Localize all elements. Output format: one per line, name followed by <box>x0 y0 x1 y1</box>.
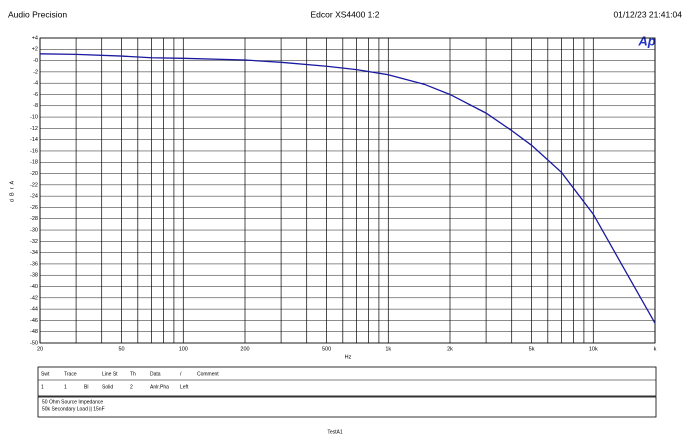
y-tick-label: -50 <box>30 340 38 346</box>
y-tick-label: -4 <box>33 81 38 87</box>
y-tick-label: -42 <box>30 295 38 301</box>
y-tick-label: -46 <box>30 318 38 324</box>
y-tick-label: +4 <box>32 35 38 41</box>
legend-cell: Solid <box>102 384 113 390</box>
y-tick-label: -12 <box>30 126 38 132</box>
x-axis-label: Hz <box>345 354 352 360</box>
y-tick-label: -0 <box>33 58 38 64</box>
y-tick-label: -10 <box>30 115 38 121</box>
y-tick-label: -28 <box>30 216 38 222</box>
legend-header: Data <box>150 371 161 377</box>
y-tick-label: -34 <box>30 250 38 256</box>
curve <box>39 53 656 324</box>
legend-box <box>37 366 657 397</box>
y-tick-label: -48 <box>30 329 38 335</box>
header-right: 01/12/23 21:41:04 <box>613 9 682 19</box>
y-tick-label: -32 <box>30 239 38 245</box>
y-tick-label: +2 <box>32 47 38 53</box>
note: 50k Secondary Load || 15nF <box>42 406 105 412</box>
notes-box <box>37 396 657 418</box>
x-tick-label: k <box>654 346 657 352</box>
legend-cell: Left <box>180 384 189 390</box>
legend-header: / <box>180 371 182 377</box>
x-tick-label: 500 <box>322 346 331 352</box>
x-tick-label: 20 <box>37 346 43 352</box>
legend-header: Trace <box>64 371 77 377</box>
legend-cell: Anlr.Pha <box>150 384 169 390</box>
legend-cell: 1 <box>64 384 67 390</box>
y-axis-label: dBrA <box>9 178 15 202</box>
footer: TestA1 <box>327 429 343 435</box>
header-left: Audio Precision <box>8 9 67 19</box>
legend-cell: 2 <box>130 384 133 390</box>
header-center: Edcor XS4400 1:2 <box>311 9 380 19</box>
x-tick-label: 100 <box>179 346 188 352</box>
legend-header: Comment <box>197 371 219 377</box>
y-tick-label: -8 <box>33 103 38 109</box>
x-tick-label: 5k <box>529 346 535 352</box>
y-tick-label: -18 <box>30 160 38 166</box>
x-tick-label: 10k <box>589 346 598 352</box>
y-tick-label: -16 <box>30 148 38 154</box>
logo: Ap <box>637 33 655 48</box>
x-tick-label: 1k <box>385 346 391 352</box>
legend-header: Swt <box>41 371 50 377</box>
y-tick-label: -36 <box>30 261 38 267</box>
y-tick-label: -6 <box>33 92 38 98</box>
legend-header: Th <box>130 371 136 377</box>
y-tick-label: -2 <box>33 69 38 75</box>
y-tick-label: -38 <box>30 273 38 279</box>
y-tick-label: -14 <box>30 137 38 143</box>
plot-frame <box>39 37 656 344</box>
y-tick-label: -44 <box>30 307 38 313</box>
y-tick-label: -20 <box>30 171 38 177</box>
y-tick-label: -40 <box>30 284 38 290</box>
legend-cell: 1 <box>41 384 44 390</box>
y-tick-label: -26 <box>30 205 38 211</box>
x-tick-label: 50 <box>119 346 125 352</box>
note: 50 Ohm Source Impedance <box>42 399 103 405</box>
legend-header: Line St <box>102 371 118 377</box>
x-tick-label: 200 <box>240 346 249 352</box>
y-tick-label: -22 <box>30 182 38 188</box>
y-tick-label: -24 <box>30 194 38 200</box>
y-tick-label: -30 <box>30 227 38 233</box>
legend-cell: Bl <box>84 384 88 390</box>
x-tick-label: 2k <box>447 346 453 352</box>
